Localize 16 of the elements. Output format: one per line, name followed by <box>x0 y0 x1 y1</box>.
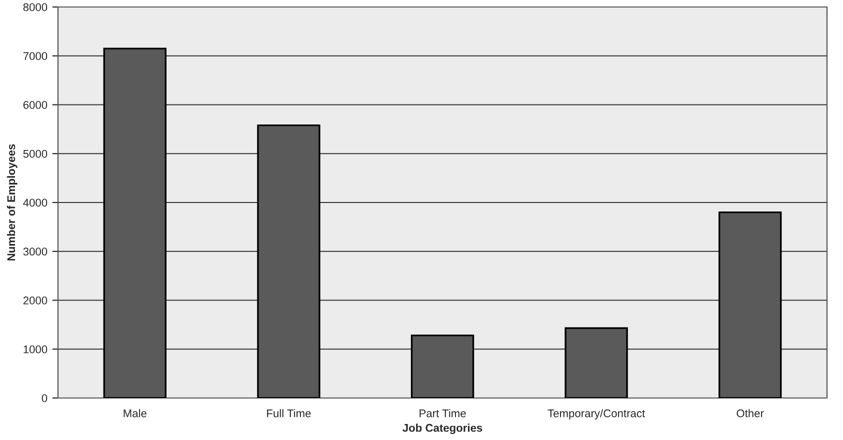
y-tick-label: 8000 <box>23 3 48 12</box>
y-tick-label: 0 <box>42 394 48 402</box>
x-tick-label: Other <box>736 409 764 418</box>
x-axis-title: Job Categories <box>402 424 482 434</box>
y-tick-label: 7000 <box>23 52 48 60</box>
y-tick-label: 5000 <box>23 150 48 158</box>
x-tick-label: Temporary/Contract <box>548 409 645 420</box>
y-tick-label: 4000 <box>23 198 48 207</box>
y-tick-label: 2000 <box>23 296 48 304</box>
x-tick-label: Full Time <box>267 409 311 418</box>
y-tick-label: 1000 <box>24 345 48 354</box>
y-tick-label: 6000 <box>23 101 48 109</box>
y-tick-label: 3000 <box>23 248 48 256</box>
x-tick-label: Part Time <box>420 409 466 418</box>
y-axis-title: Number of Employees <box>6 144 18 260</box>
x-tick-label: Male <box>124 409 146 418</box>
